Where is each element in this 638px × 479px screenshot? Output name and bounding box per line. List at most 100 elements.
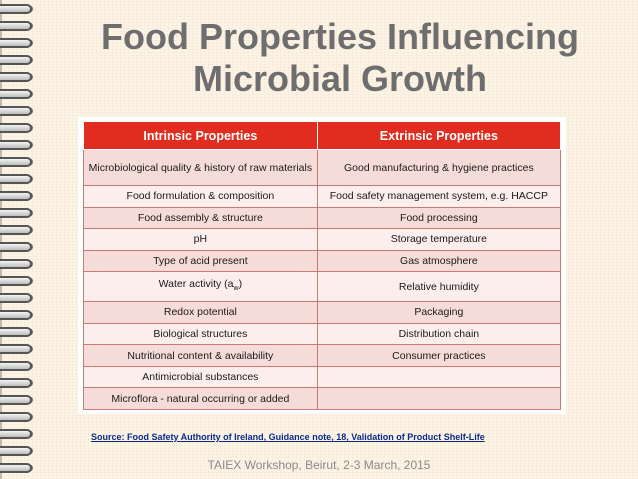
binding-ring — [0, 21, 40, 31]
source-citation-link[interactable]: Source: Food Safety Authority of Ireland… — [91, 432, 485, 442]
binding-wire — [0, 191, 32, 201]
binding-ring — [0, 4, 40, 14]
water-activity-subscript: w — [233, 285, 239, 293]
binding-wire — [0, 378, 32, 388]
table-row: pH Storage temperature — [83, 228, 562, 251]
binding-wire — [0, 412, 32, 422]
binding-ring — [0, 89, 40, 99]
binding-ring — [0, 259, 40, 269]
binding-wire — [0, 259, 32, 269]
footer-text: TAIEX Workshop, Beirut, 2-3 March, 2015 — [207, 458, 431, 472]
binding-ring — [0, 463, 40, 473]
binding-wire — [0, 21, 32, 31]
binding-ring — [0, 242, 40, 252]
extrinsic-cell: Storage temperature — [316, 228, 562, 251]
intrinsic-cell: Type of acid present — [83, 249, 318, 273]
binding-ring — [0, 38, 40, 48]
table-row: Type of acid present Gas atmosphere — [83, 249, 562, 273]
binding-wire — [0, 225, 32, 235]
binding-ring — [0, 446, 40, 456]
extrinsic-cell: Food processing — [316, 206, 562, 230]
table-header-row: Intrinsic Properties Extrinsic Propertie… — [83, 121, 562, 150]
extrinsic-cell — [316, 387, 562, 410]
binding-wire — [0, 89, 32, 99]
table-row: Redox potential Packaging — [83, 301, 562, 324]
extrinsic-cell: Distribution chain — [316, 322, 562, 346]
intrinsic-cell: Food assembly & structure — [83, 206, 318, 230]
table-row: Microbiological quality & history of raw… — [83, 149, 562, 186]
binding-ring — [0, 276, 40, 286]
header-intrinsic: Intrinsic Properties — [83, 121, 318, 150]
binding-ring — [0, 106, 40, 116]
table-row: Food formulation & composition Food safe… — [83, 185, 562, 208]
intrinsic-cell: Biological structures — [83, 322, 318, 346]
binding-wire — [0, 463, 32, 473]
notebook-binding — [0, 0, 42, 479]
binding-wire — [0, 395, 32, 405]
binding-ring — [0, 208, 40, 218]
binding-wire — [0, 174, 32, 184]
binding-ring — [0, 140, 40, 150]
intrinsic-cell: Food formulation & composition — [83, 185, 318, 208]
binding-ring — [0, 123, 40, 133]
intrinsic-cell: pH — [83, 228, 318, 251]
table-row: Antimicrobial substances — [83, 365, 562, 389]
title-line-2: Microbial Growth — [192, 58, 487, 99]
intrinsic-cell-water-activity: Water activity (aw) — [83, 271, 318, 303]
table-row: Nutritional content & availability Consu… — [83, 344, 562, 367]
binding-ring — [0, 429, 40, 439]
water-activity-close: ) — [238, 278, 243, 291]
title-line-1: Food Properties Influencing — [100, 16, 580, 57]
extrinsic-cell: Gas atmosphere — [316, 249, 562, 273]
binding-ring — [0, 378, 40, 388]
binding-wire — [0, 327, 32, 337]
binding-wire — [0, 208, 32, 218]
table-row: Food assembly & structure Food processin… — [83, 206, 562, 230]
binding-ring — [0, 293, 40, 303]
binding-ring — [0, 72, 40, 82]
intrinsic-cell: Antimicrobial substances — [83, 365, 318, 389]
binding-wire — [0, 4, 32, 14]
binding-ring — [0, 174, 40, 184]
binding-ring — [0, 191, 40, 201]
binding-ring — [0, 412, 40, 422]
binding-wire — [0, 446, 32, 456]
intrinsic-cell: Microbiological quality & history of raw… — [83, 149, 318, 186]
table-row: Water activity (aw) Relative humidity — [83, 271, 562, 303]
extrinsic-cell: Consumer practices — [316, 344, 562, 367]
binding-wire — [0, 140, 32, 150]
intrinsic-cell: Microflora - natural occurring or added — [83, 387, 318, 410]
extrinsic-cell: Relative humidity — [316, 271, 562, 303]
extrinsic-cell: Good manufacturing & hygiene practices — [316, 149, 562, 186]
properties-table-container: Intrinsic Properties Extrinsic Propertie… — [78, 117, 566, 414]
extrinsic-cell: Food safety management system, e.g. HACC… — [316, 185, 562, 208]
binding-ring — [0, 157, 40, 167]
binding-ring — [0, 344, 40, 354]
slide-title: Food Properties Influencing Microbial Gr… — [60, 16, 620, 100]
binding-wire — [0, 276, 32, 286]
binding-ring — [0, 225, 40, 235]
binding-wire — [0, 38, 32, 48]
table-row: Microflora - natural occurring or added — [83, 387, 562, 410]
header-extrinsic: Extrinsic Properties — [316, 121, 562, 150]
extrinsic-cell — [316, 365, 562, 389]
binding-wire — [0, 157, 32, 167]
binding-wire — [0, 310, 32, 320]
intrinsic-cell: Nutritional content & availability — [83, 344, 318, 367]
binding-wire — [0, 242, 32, 252]
water-activity-label: Water activity (a — [158, 278, 234, 291]
binding-wire — [0, 429, 32, 439]
intrinsic-cell: Redox potential — [83, 301, 318, 324]
binding-wire — [0, 361, 32, 371]
binding-ring — [0, 55, 40, 65]
binding-wire — [0, 55, 32, 65]
properties-table: Intrinsic Properties Extrinsic Propertie… — [83, 121, 562, 410]
table-row: Biological structures Distribution chain — [83, 322, 562, 346]
binding-wire — [0, 293, 32, 303]
binding-ring — [0, 361, 40, 371]
extrinsic-cell: Packaging — [316, 301, 562, 324]
binding-wire — [0, 344, 32, 354]
binding-wire — [0, 72, 32, 82]
binding-ring — [0, 395, 40, 405]
binding-ring — [0, 327, 40, 337]
